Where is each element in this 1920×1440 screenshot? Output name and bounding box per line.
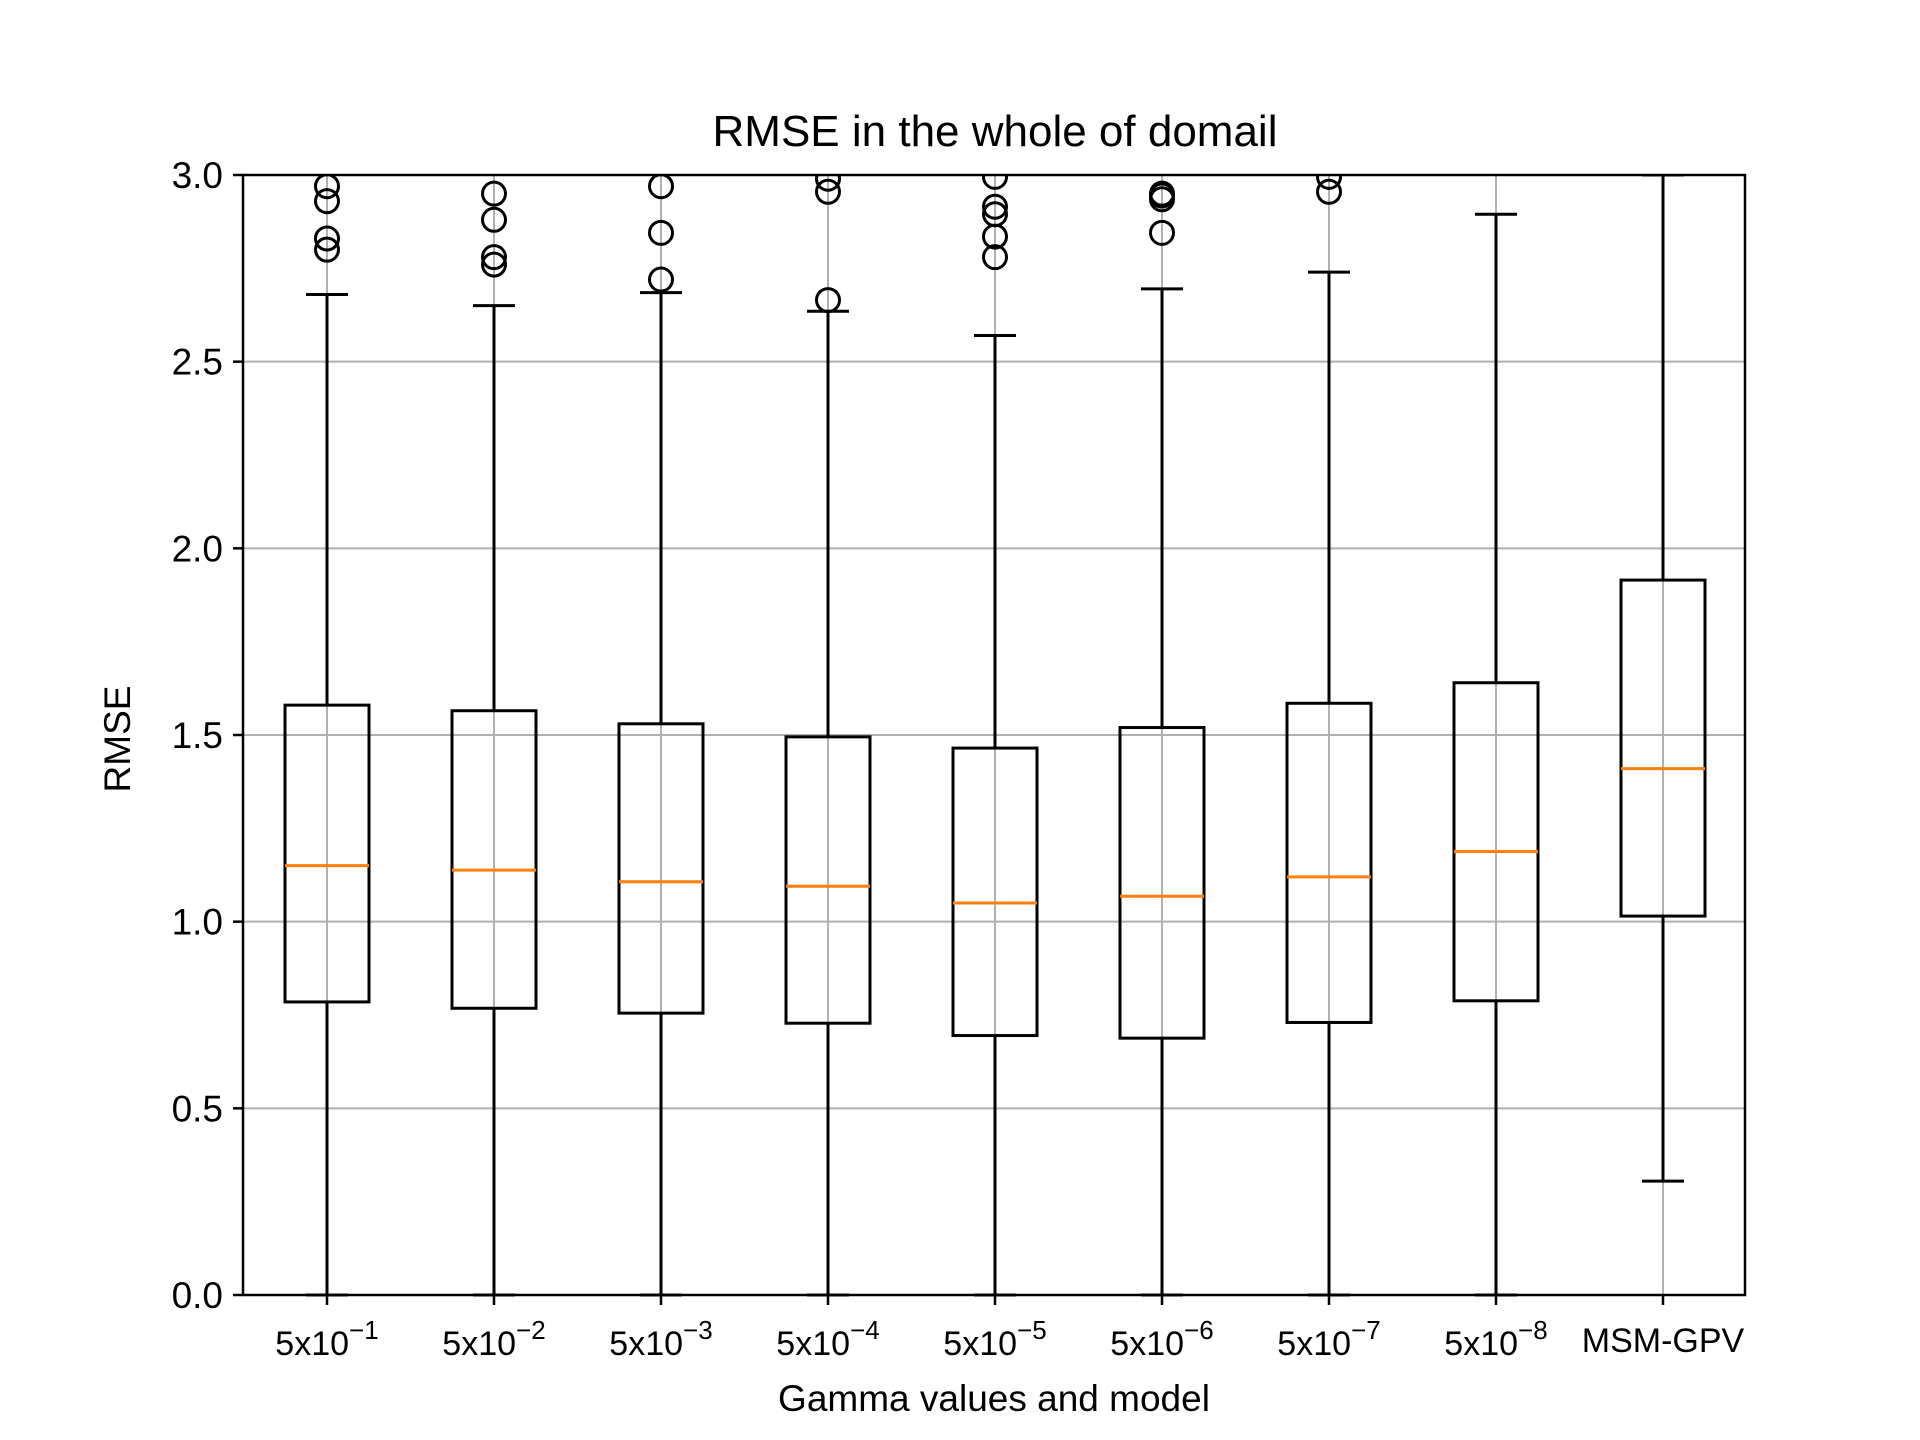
iqr-box [1285, 701, 1373, 1024]
outlier-point [815, 287, 841, 314]
outlier-point [481, 251, 507, 278]
outlier-point [481, 206, 507, 233]
iqr-box [1118, 726, 1206, 1040]
outlier-point [481, 180, 507, 207]
x-axis-label: Gamma values and model [778, 1378, 1210, 1419]
outlier-point [1149, 180, 1175, 207]
outlier-point [982, 174, 1008, 190]
x-tick-label: 5x10−1 [275, 1315, 378, 1363]
y-tick-label: 2.0 [172, 528, 223, 569]
outlier-point [314, 225, 340, 252]
outlier-point [1316, 174, 1342, 190]
x-tick-label: 5x10−8 [1444, 1315, 1547, 1363]
iqr-box [784, 735, 872, 1025]
x-axis: 5x10−1 5x10−2 5x10−3 5x10−4 5x10−5 5x10−6 5x10… [275, 1295, 1745, 1363]
iqr-box [1619, 578, 1707, 918]
chart-title: RMSE in the whole of domail [713, 107, 1278, 156]
outlier-point [648, 266, 674, 293]
outlier-point [648, 219, 674, 246]
iqr-box [1452, 681, 1540, 1003]
outlier-point [815, 174, 841, 192]
y-axis: 0.0 0.5 1.0 1.5 2.0 2.5 3.0 [172, 155, 243, 1316]
iqr-box [617, 722, 705, 1015]
x-tick-label: 5x10−5 [943, 1315, 1046, 1363]
y-tick-label: 1.5 [172, 715, 223, 756]
outlier-point [1316, 178, 1342, 205]
outlier-point [815, 178, 841, 205]
x-tick-label: 5x10−4 [776, 1315, 879, 1363]
box-group [951, 174, 1039, 1297]
box-group [1285, 174, 1373, 1297]
box-series [283, 174, 1707, 1297]
box-group [784, 174, 872, 1297]
y-tick-label: 0.0 [172, 1275, 223, 1316]
outlier-point [314, 188, 340, 215]
y-tick-label: 0.5 [172, 1088, 223, 1129]
iqr-box [951, 746, 1039, 1038]
box-group [1118, 180, 1206, 1297]
outlier-point [982, 193, 1008, 220]
y-tick-label: 3.0 [172, 155, 223, 196]
iqr-box [283, 703, 371, 1004]
y-axis-label: RMSE [97, 686, 138, 793]
x-tick-label: 5x10−6 [1110, 1315, 1213, 1363]
box-group [1619, 174, 1707, 1183]
x-tick-label: 5x10−7 [1277, 1315, 1380, 1363]
y-tick-label: 2.5 [172, 342, 223, 383]
outlier-point [982, 244, 1008, 271]
box-group [1452, 212, 1540, 1297]
y-tick-label: 1.0 [172, 902, 223, 943]
x-tick-label: 5x10−2 [442, 1315, 545, 1363]
outlier-point [481, 244, 507, 271]
x-tick-label: MSM-GPV [1582, 1322, 1745, 1360]
outlier-point [314, 236, 340, 263]
outlier-point [982, 201, 1008, 228]
iqr-box [450, 709, 538, 1010]
outlier-point [1149, 219, 1175, 246]
x-tick-label: 5x10−3 [609, 1315, 712, 1363]
